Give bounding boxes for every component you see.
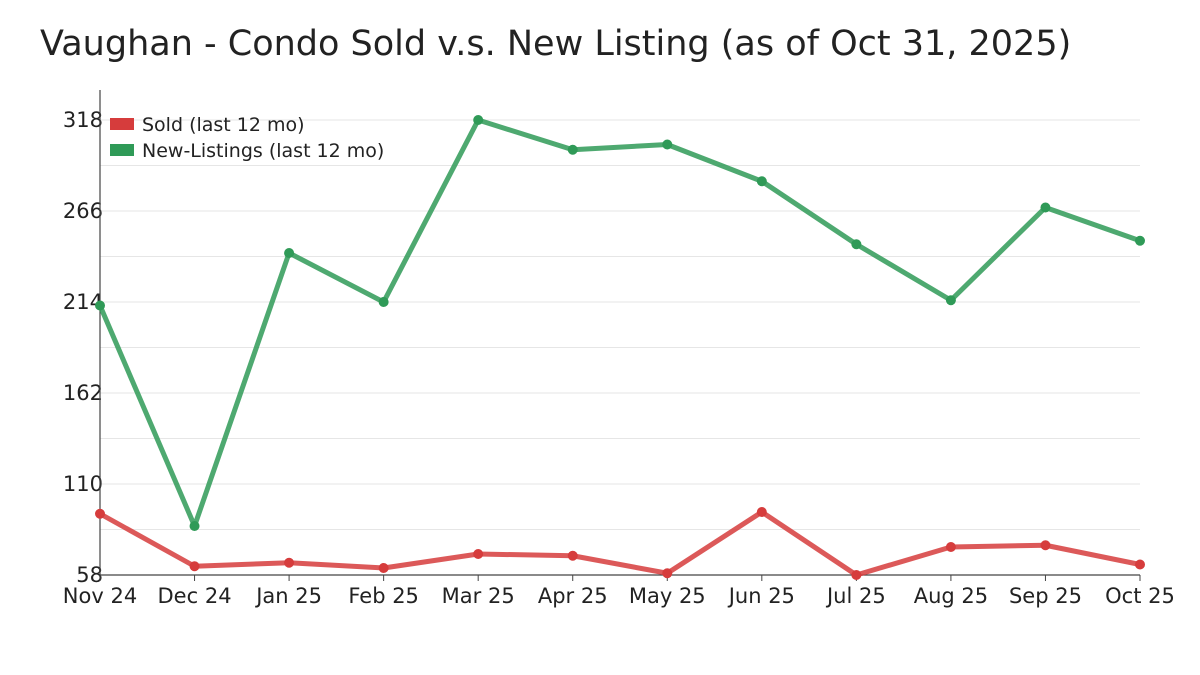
legend-label[interactable]: New-Listings (last 12 mo) [142, 140, 384, 162]
data-point[interactable] [473, 549, 484, 559]
data-point[interactable] [378, 297, 389, 307]
x-tick-label: Apr 25 [538, 584, 608, 608]
x-tick-label: Jan 25 [254, 584, 322, 608]
legend-swatch [110, 118, 134, 130]
data-point[interactable] [567, 144, 578, 155]
legend-swatch [110, 144, 134, 156]
data-point[interactable] [95, 508, 105, 519]
x-tick-label: Nov 24 [63, 584, 137, 608]
series-line-0[interactable] [97, 509, 1143, 578]
y-tick-label: 162 [63, 381, 103, 405]
data-point[interactable] [662, 139, 673, 150]
legend-label[interactable]: Sold (last 12 mo) [142, 114, 305, 136]
data-point[interactable] [662, 568, 673, 579]
y-tick-label: 110 [63, 472, 103, 496]
series-layer [95, 115, 1145, 580]
y-tick-label: 58 [76, 563, 103, 587]
data-point[interactable] [284, 557, 295, 568]
x-tick-label: Aug 25 [914, 584, 988, 608]
data-point[interactable] [851, 239, 862, 250]
legend[interactable]: Sold (last 12 mo) New-Listings (last 12 m… [110, 114, 384, 162]
data-point[interactable] [756, 507, 767, 517]
data-point[interactable] [1135, 235, 1145, 246]
x-tick-label: Oct 25 [1105, 584, 1175, 608]
y-tick-label: 266 [63, 199, 103, 223]
grid-layer [100, 119, 1140, 576]
data-point[interactable] [95, 300, 105, 311]
data-point[interactable] [378, 563, 389, 573]
data-point[interactable] [851, 570, 862, 580]
x-tick-label: Sep 25 [1009, 584, 1082, 608]
data-point[interactable] [756, 176, 767, 187]
data-point[interactable] [189, 561, 200, 572]
data-point[interactable] [945, 542, 956, 552]
data-point[interactable] [284, 248, 295, 258]
x-tick-label: Mar 25 [442, 584, 515, 608]
data-point[interactable] [1040, 540, 1051, 551]
x-tick-label: Feb 25 [348, 584, 419, 608]
data-point[interactable] [189, 521, 200, 531]
x-tick-label: May 25 [629, 584, 706, 608]
y-tick-label: 318 [63, 108, 103, 132]
axis-layer: 58 110 162 214 266 318 Nov 24 Dec 24 Jan 25 Feb 2… [63, 90, 1175, 608]
data-point[interactable] [945, 295, 956, 306]
series-line-1[interactable] [97, 117, 1143, 529]
data-point[interactable] [473, 115, 484, 125]
y-tick-label: 214 [63, 290, 103, 314]
x-tick-label: Jul 25 [825, 584, 886, 608]
data-point[interactable] [1135, 559, 1145, 570]
data-point[interactable] [567, 550, 578, 561]
x-tick-label: Dec 24 [158, 584, 232, 608]
data-point[interactable] [1040, 202, 1051, 213]
chart-title: Vaughan - Condo Sold v.s. New Listing (a… [40, 24, 1072, 64]
x-tick-label: Jun 25 [727, 584, 795, 608]
